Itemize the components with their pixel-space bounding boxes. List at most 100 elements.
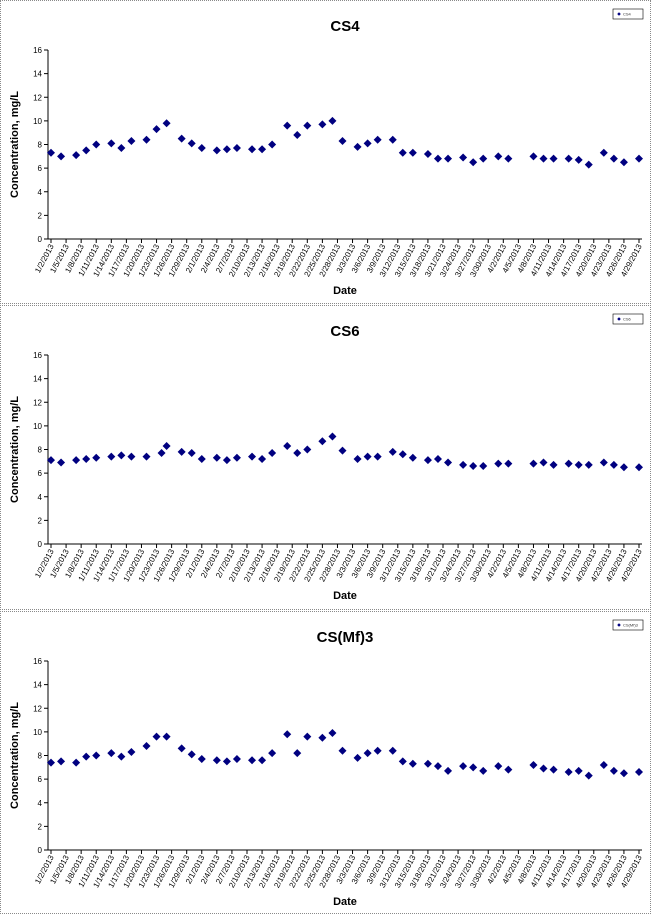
chart-title: CS6 [330,323,359,340]
data-point [564,768,573,777]
data-point [373,452,382,461]
data-point [459,153,468,162]
data-point [157,449,166,458]
data-point [117,451,126,460]
data-point [619,769,628,778]
data-point [494,762,503,771]
data-point [283,441,292,450]
data-point [564,154,573,163]
chart-cs4: CS4CS402468101214161/2/20131/5/20131/8/2… [9,8,644,297]
legend-label: CS4 [623,12,632,17]
data-point [47,148,55,157]
data-point [232,755,241,764]
data-point [479,462,488,471]
data-point [599,760,608,769]
data-point [338,136,347,145]
legend-box [612,619,644,631]
data-point [82,752,91,761]
data-point [47,456,55,465]
chart-cs6: CS6CS602468101214161/2/20131/5/20131/8/2… [9,313,644,602]
legend-box [612,313,644,325]
data-point [444,766,453,775]
y-axis-label: Concentration, mg/L [9,702,21,809]
data-point [494,459,503,468]
data-point [609,766,618,775]
data-point [635,768,643,777]
data-point [47,758,55,767]
legend-marker [617,317,621,321]
data-point [469,763,478,772]
data-point [57,757,66,766]
data-point [469,462,478,471]
data-point [363,139,372,148]
data-point [318,120,327,129]
data-point [177,447,186,456]
y-tick-label: 6 [38,469,43,478]
data-point [303,121,312,130]
data-point [187,750,196,759]
data-point [72,456,81,465]
data-point [117,144,126,153]
y-tick-label: 10 [33,117,42,126]
y-tick-label: 12 [33,93,42,102]
data-point [408,759,417,768]
data-point [373,746,382,755]
data-point [318,733,327,742]
data-point [248,756,257,765]
y-tick-label: 8 [38,752,43,761]
y-tick-label: 6 [38,164,43,173]
data-point [107,139,116,148]
data-point [504,765,513,774]
data-point [564,459,573,468]
y-tick-label: 0 [38,235,43,244]
data-point [127,136,136,145]
data-point [72,758,81,767]
chart-panel-cs6: CS6 CS6 0 2 4 6 8 10 12 14 16 1/2/2013 1/5/2013 1/8/2… [0,305,651,610]
data-point [303,445,312,454]
data-point [142,452,151,461]
data-point [293,449,302,458]
data-point [408,148,417,157]
data-point [353,142,362,151]
chart-csmf3: CS(Mf)3CS(Mf)302468101214161/2/20131/5/2… [9,619,644,908]
data-point [197,454,206,463]
data-point [127,747,136,756]
data-point [222,757,231,766]
data-point [459,762,468,771]
data-point [162,732,171,741]
legend-marker [617,623,621,627]
y-axis-label: Concentration, mg/L [9,396,21,503]
data-point [212,453,221,462]
data-point [574,155,583,164]
data-point [283,730,292,739]
data-point [82,146,91,155]
data-point [328,116,337,125]
y-tick-label: 4 [38,493,43,502]
data-point [529,760,538,769]
data-point [619,463,628,472]
y-tick-label: 12 [33,704,42,713]
data-point [373,135,382,144]
data-point [283,121,292,130]
data-point [479,766,488,775]
y-tick-label: 14 [33,681,42,690]
data-point [328,729,337,738]
data-point [423,759,432,768]
data-point [152,125,161,134]
data-point [388,447,397,456]
data-point [469,158,478,167]
data-point [549,765,558,774]
data-point [268,140,277,149]
y-tick-label: 2 [38,822,43,831]
data-point [549,154,558,163]
data-point [584,160,593,169]
data-point [92,140,101,149]
data-point [584,460,593,469]
data-point [187,139,196,148]
data-point [222,456,231,465]
data-point [609,154,618,163]
data-point [388,135,397,144]
data-point [504,154,513,163]
y-tick-label: 16 [33,351,42,360]
data-point [539,154,548,163]
